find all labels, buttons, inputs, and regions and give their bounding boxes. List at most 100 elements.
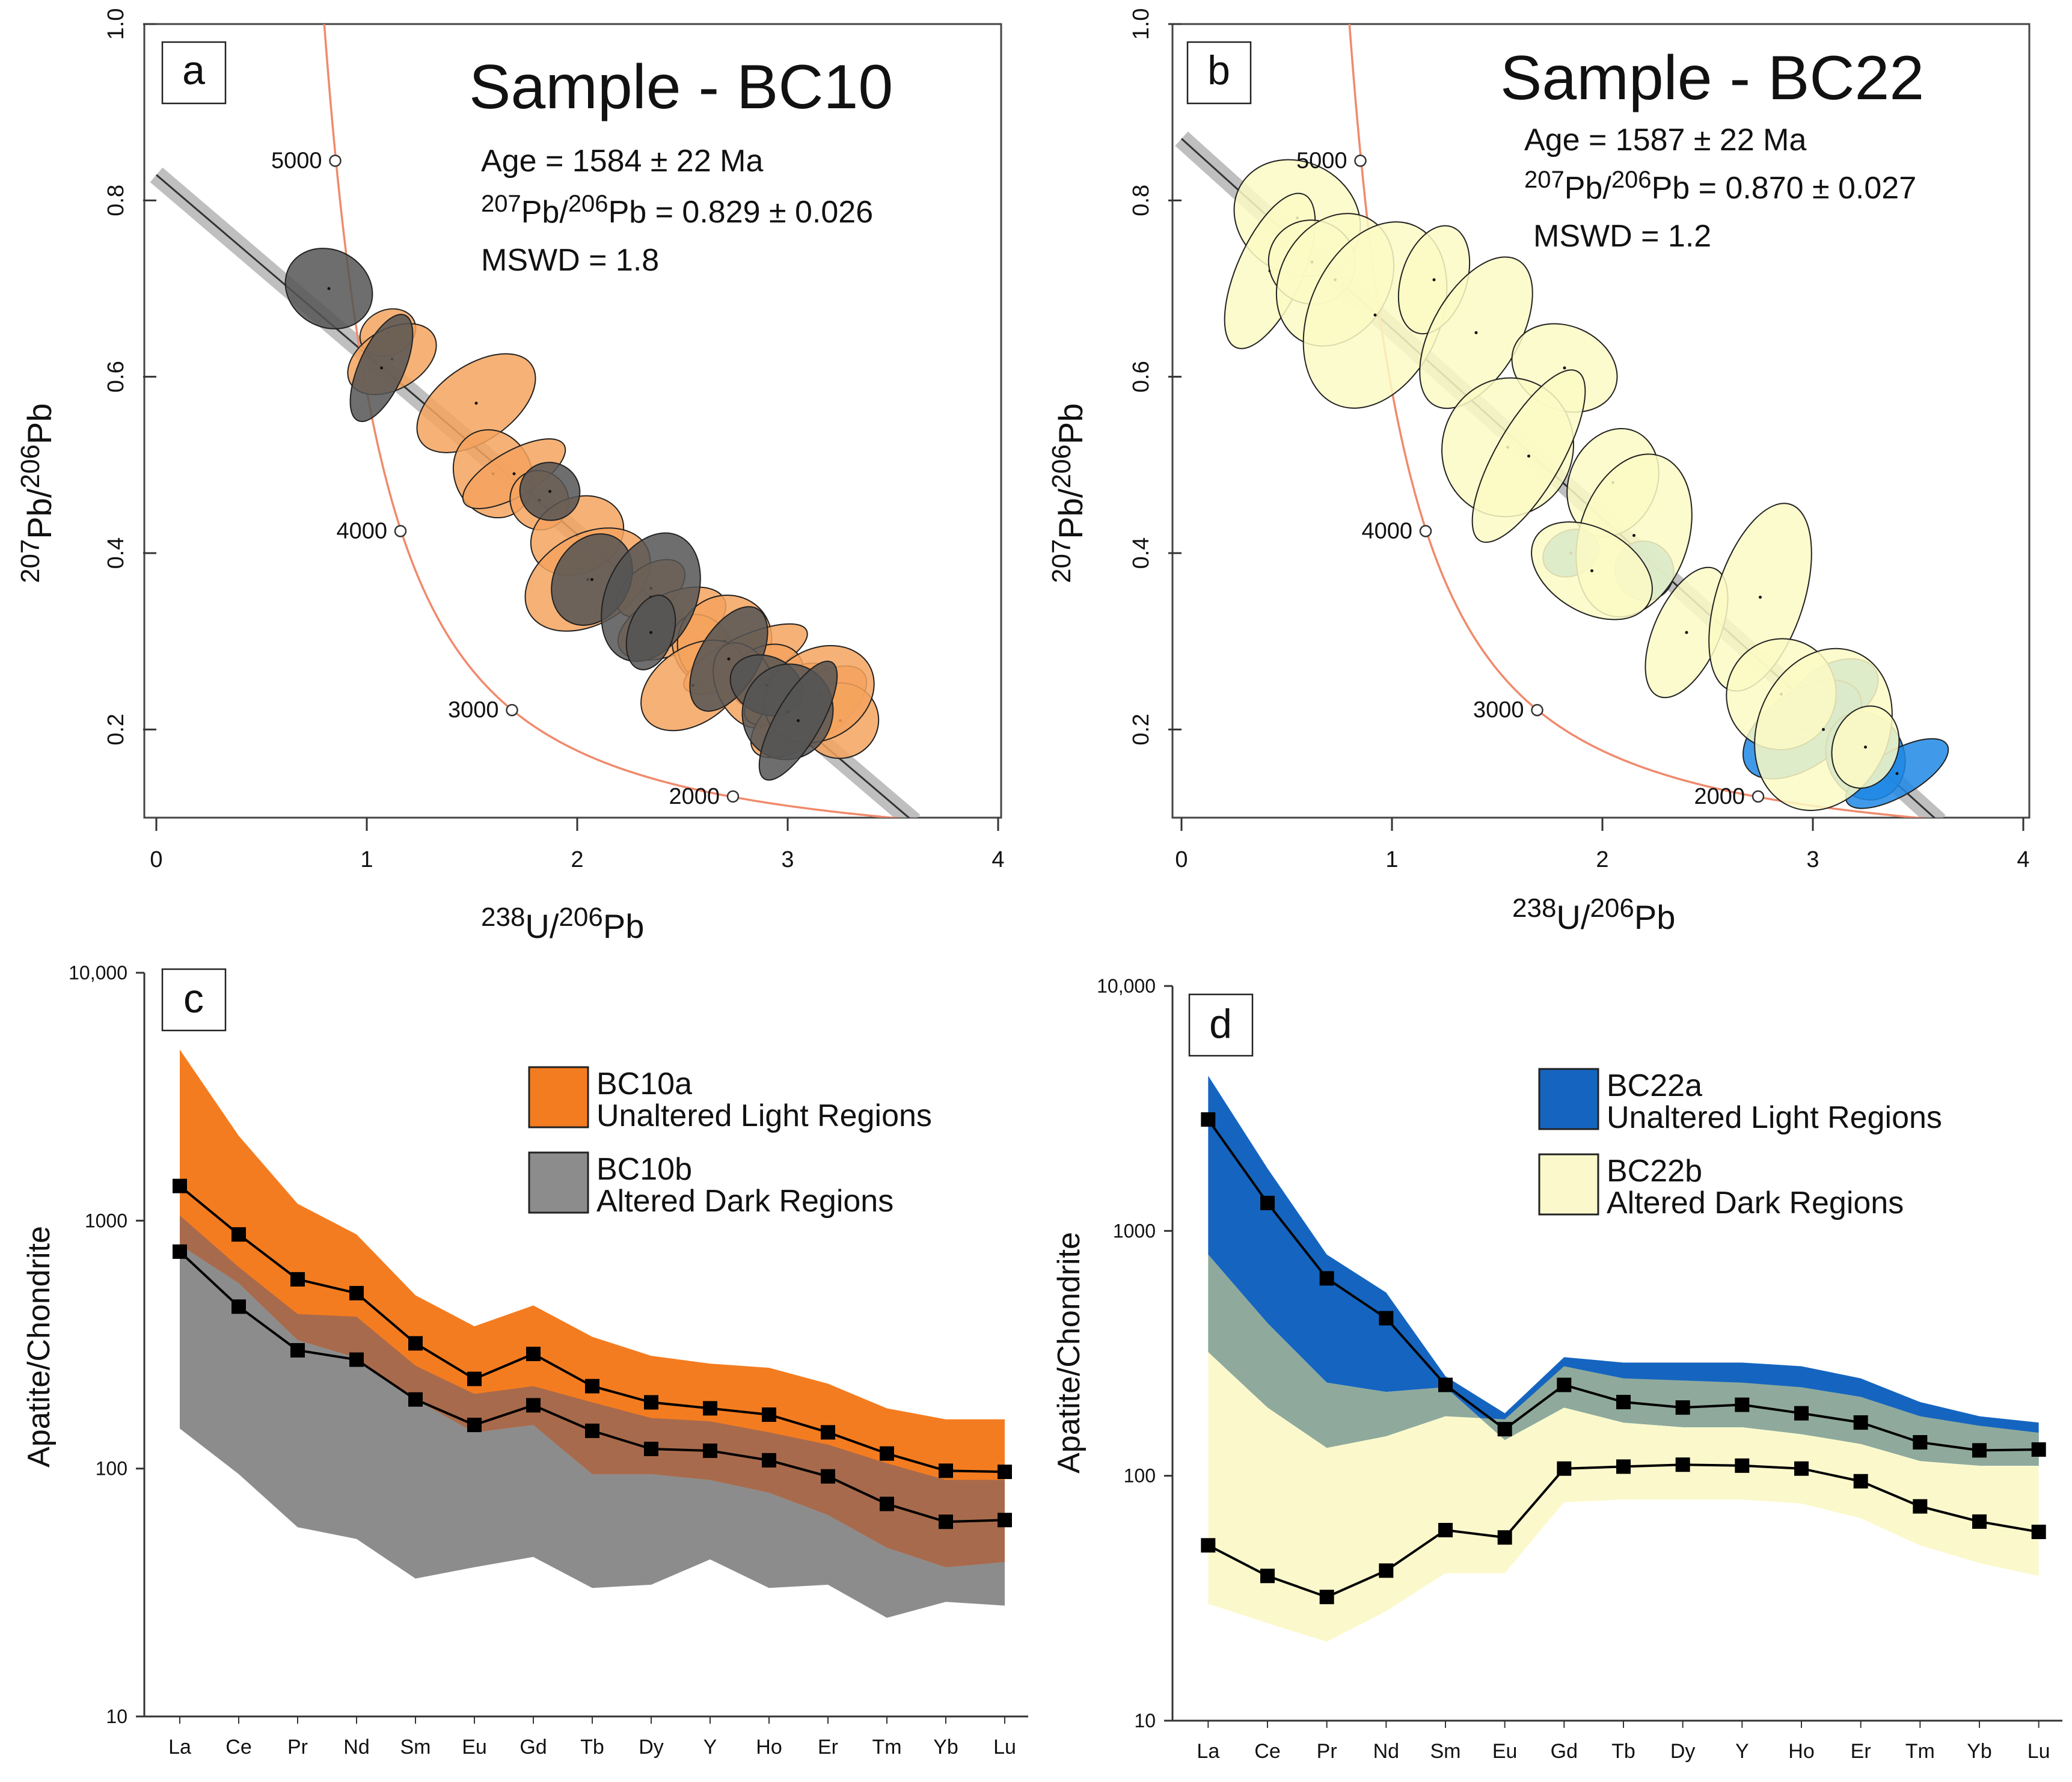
data-point-center xyxy=(1685,631,1688,634)
legend-desc-bc22b: Altered Dark Regions xyxy=(1607,1186,1904,1220)
concordia-marker-2000 xyxy=(1752,790,1765,803)
median-marker-bc10b xyxy=(939,1514,953,1529)
y-tick-label: 10 xyxy=(106,1706,127,1727)
panel-label-c: c xyxy=(183,976,204,1021)
panel-label-box-c xyxy=(161,968,227,1032)
mswd-annotation-a: MSWD = 1.8 xyxy=(481,243,659,278)
median-marker-bc10b xyxy=(880,1496,894,1511)
range-band-bc22a xyxy=(1208,1076,2039,1466)
x-tick-label-la: La xyxy=(168,1736,191,1759)
data-point-center xyxy=(327,287,331,290)
concordia-label-2000: 2000 xyxy=(669,784,720,809)
y-tick-label: 0.4 xyxy=(1129,537,1154,569)
data-point-center xyxy=(548,489,551,493)
concordia-label-3000: 3000 xyxy=(448,697,499,723)
concordia-label-5000: 5000 xyxy=(271,148,322,173)
x-tick-label-sm: Sm xyxy=(1430,1740,1461,1763)
y-tick-label: 0.8 xyxy=(1129,185,1154,216)
x-tick-label: 3 xyxy=(781,847,794,872)
median-marker-bc22b xyxy=(2031,1525,2046,1540)
ratio-annotation-a: 207Pb/206Pb = 0.829 ± 0.026 xyxy=(481,191,873,230)
concordia-marker-4000 xyxy=(1419,525,1432,537)
x-tick-label: 4 xyxy=(2017,847,2029,872)
x-tick-label: 0 xyxy=(1175,847,1188,872)
median-marker-bc22a xyxy=(2031,1442,2046,1457)
concordia-marker-2000 xyxy=(726,790,740,803)
x-tick-label-ce: Ce xyxy=(225,1736,251,1759)
x-tick-label-ce: Ce xyxy=(1254,1740,1280,1763)
concordia-label-4000: 4000 xyxy=(1361,518,1412,543)
median-marker-bc22b xyxy=(1497,1530,1512,1545)
median-marker-bc22b xyxy=(1735,1458,1750,1473)
x-tick-label-tb: Tb xyxy=(1611,1740,1635,1763)
median-marker-bc10b xyxy=(644,1442,658,1457)
median-marker-bc22b xyxy=(1853,1474,1868,1489)
x-tick-label-er: Er xyxy=(818,1736,838,1759)
median-marker-bc10b xyxy=(703,1444,717,1459)
median-marker-bc10a xyxy=(998,1465,1012,1480)
median-marker-bc10b xyxy=(762,1453,776,1468)
median-marker-bc10b xyxy=(173,1244,187,1259)
x-tick-label-tb: Tb xyxy=(580,1736,604,1759)
median-marker-bc22b xyxy=(1379,1563,1394,1578)
x-tick-label: 2 xyxy=(1596,847,1608,872)
legend-swatch-bc22a xyxy=(1538,1068,1599,1130)
y-tick-label: 10 xyxy=(1134,1710,1156,1731)
range-band-overlap xyxy=(1208,1254,2039,1466)
median-marker-bc22b xyxy=(1616,1459,1631,1474)
data-point-center xyxy=(380,366,383,370)
y-tick-label: 1.0 xyxy=(103,8,129,40)
data-point-center xyxy=(474,402,478,405)
x-tick-label-eu: Eu xyxy=(462,1736,487,1759)
chart-title-b: Sample - BC22 xyxy=(1500,43,1924,113)
y-tick-label: 0.6 xyxy=(103,361,129,393)
legend-swatch-bc10b xyxy=(528,1151,589,1214)
data-point-center xyxy=(1632,534,1635,537)
panel-label-b: b xyxy=(1207,47,1230,93)
median-marker-bc22a xyxy=(1913,1434,1928,1450)
data-point-center xyxy=(727,657,731,661)
range-band-overlap xyxy=(180,1215,1005,1567)
median-marker-bc10a xyxy=(526,1347,541,1362)
median-marker-bc22a xyxy=(1319,1271,1334,1286)
median-marker-bc22a xyxy=(1438,1377,1453,1392)
median-marker-bc10b xyxy=(821,1469,835,1484)
median-marker-bc22b xyxy=(1319,1590,1334,1605)
x-tick-label-pr: Pr xyxy=(287,1736,308,1759)
concordia-curve xyxy=(1348,24,1928,818)
panel-d: 10 100 1000 10,000 La Ce Pr Nd Sm Eu Gd Tb Dy Y Ho Er Tm… xyxy=(1052,975,2062,1763)
median-marker-bc22b xyxy=(1794,1461,1809,1476)
median-marker-bc10b xyxy=(290,1343,305,1358)
median-marker-bc22b xyxy=(1438,1523,1453,1538)
median-marker-bc10a xyxy=(585,1379,599,1394)
x-tick-label-lu: Lu xyxy=(2028,1740,2050,1763)
ratio-annotation-b: 207Pb/206Pb = 0.870 ± 0.027 xyxy=(1524,167,1916,206)
data-point-center xyxy=(1895,772,1899,776)
x-tick-label-gd: Gd xyxy=(1551,1740,1578,1763)
median-marker-bc10a xyxy=(762,1407,776,1422)
median-marker-bc22a xyxy=(1379,1311,1394,1326)
x-tick-label-yb: Yb xyxy=(1967,1740,1992,1763)
median-marker-bc10b xyxy=(349,1352,364,1367)
data-point-center xyxy=(1759,595,1762,599)
data-point-center xyxy=(1822,727,1825,731)
x-axis-label-b: 238U/206Pb xyxy=(1512,893,1675,936)
x-tick-label-ho: Ho xyxy=(1788,1740,1814,1763)
median-marker-bc22a xyxy=(1557,1377,1572,1392)
x-tick-label-y: Y xyxy=(703,1736,717,1759)
x-tick-label-er: Er xyxy=(1851,1740,1871,1763)
concordia-marker-3000 xyxy=(506,703,518,717)
data-point-center xyxy=(1563,366,1566,370)
median-marker-bc22b xyxy=(1260,1569,1275,1584)
median-marker-bc22a xyxy=(1260,1195,1275,1210)
data-point-center xyxy=(797,719,800,723)
concordia-label-3000: 3000 xyxy=(1473,697,1524,723)
legend-name-bc22b: BC22b xyxy=(1607,1154,1702,1189)
x-tick-label-ho: Ho xyxy=(756,1736,782,1759)
panel-label-a: a xyxy=(182,47,205,93)
median-marker-bc10a xyxy=(231,1227,246,1242)
concordia-marker-5000 xyxy=(329,155,342,167)
x-tick-label-nd: Nd xyxy=(1373,1740,1399,1763)
